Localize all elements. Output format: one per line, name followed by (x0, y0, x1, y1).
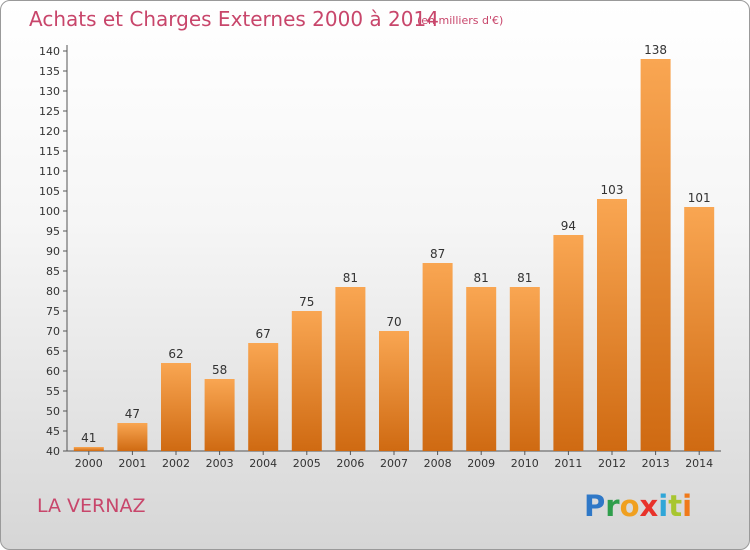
x-tick-label: 2007 (380, 457, 408, 470)
y-tick-label: 70 (46, 325, 60, 338)
bar (161, 363, 191, 451)
logo-letter: o (619, 489, 640, 523)
y-tick-label: 110 (39, 165, 60, 178)
x-tick-label: 2006 (336, 457, 364, 470)
x-tick-label: 2005 (293, 457, 321, 470)
x-tick-label: 2011 (554, 457, 582, 470)
y-tick-label: 50 (46, 405, 60, 418)
bar (684, 207, 715, 451)
x-tick-label: 2000 (75, 457, 103, 470)
y-tick-label: 125 (39, 105, 60, 118)
y-tick-label: 120 (39, 125, 60, 138)
logo-letter: t (668, 489, 683, 523)
y-tick-label: 105 (39, 185, 60, 198)
x-tick-label: 2013 (642, 457, 670, 470)
bar (509, 287, 540, 451)
bar-value-label: 81 (474, 271, 489, 285)
bar-value-label: 87 (430, 247, 445, 261)
bar-value-label: 81 (343, 271, 358, 285)
bar (597, 199, 627, 451)
x-tick-label: 2014 (685, 457, 713, 470)
bar-value-label: 101 (688, 191, 711, 205)
bar (640, 59, 671, 451)
x-tick-label: 2010 (511, 457, 539, 470)
x-tick-label: 2008 (424, 457, 452, 470)
proxiti-logo[interactable]: Proxiti (584, 489, 692, 523)
bar (335, 287, 366, 451)
logo-letter: i (682, 489, 693, 523)
y-tick-label: 65 (46, 345, 60, 358)
y-tick-label: 60 (46, 365, 60, 378)
bar (117, 423, 148, 451)
bar-value-label: 70 (386, 315, 401, 329)
bar (291, 311, 322, 451)
bar (204, 379, 235, 451)
y-tick-label: 55 (46, 385, 60, 398)
y-tick-label: 45 (46, 425, 60, 438)
chart-subtitle: (en milliers d'€) (417, 14, 504, 27)
x-tick-label: 2003 (206, 457, 234, 470)
y-tick-label: 135 (39, 65, 60, 78)
x-tick-label: 2012 (598, 457, 626, 470)
bar (553, 235, 584, 451)
bar-value-label: 94 (561, 219, 576, 233)
bar-value-label: 81 (517, 271, 532, 285)
bar (422, 263, 453, 451)
bar-value-label: 41 (81, 431, 96, 445)
bar (73, 447, 104, 451)
logo-letter: i (658, 489, 669, 523)
commune-name: LA VERNAZ (37, 495, 146, 517)
y-tick-label: 75 (46, 305, 60, 318)
x-tick-label: 2009 (467, 457, 495, 470)
y-tick-label: 115 (39, 145, 60, 158)
bar-value-label: 75 (299, 295, 314, 309)
bar (379, 331, 409, 451)
bar-value-label: 58 (212, 363, 227, 377)
logo-letter: r (605, 489, 620, 523)
x-tick-label: 2002 (162, 457, 190, 470)
bar-value-label: 103 (601, 183, 624, 197)
bar (466, 287, 497, 451)
bar-value-label: 67 (256, 327, 271, 341)
bar-value-label: 47 (125, 407, 140, 421)
y-tick-label: 80 (46, 285, 60, 298)
y-tick-label: 40 (46, 445, 60, 458)
y-tick-label: 90 (46, 245, 60, 258)
logo-letter: P (584, 489, 606, 523)
y-tick-label: 85 (46, 265, 60, 278)
chart-title: Achats et Charges Externes 2000 à 2014 (29, 7, 439, 31)
y-tick-label: 140 (39, 45, 60, 58)
y-tick-label: 95 (46, 225, 60, 238)
y-tick-label: 100 (39, 205, 60, 218)
x-tick-label: 2001 (118, 457, 146, 470)
bar-value-label: 62 (168, 347, 183, 361)
logo-letter: x (639, 489, 659, 523)
bar (248, 343, 279, 451)
y-tick-label: 130 (39, 85, 60, 98)
bar-value-label: 138 (644, 43, 667, 57)
x-tick-label: 2004 (249, 457, 277, 470)
